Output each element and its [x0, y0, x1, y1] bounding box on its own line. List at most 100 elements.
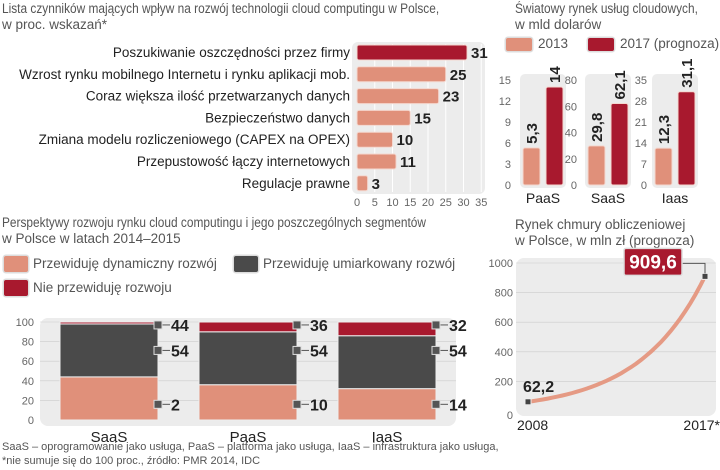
chart3-bar-segment [337, 388, 437, 421]
chart1-x-tick: 5 [372, 197, 378, 209]
chart3-value-label: 10 [310, 397, 328, 414]
chart2-y-tick: 28 [635, 96, 647, 108]
chart3-marker [153, 345, 163, 355]
chart1-value-label: 25 [450, 67, 467, 84]
chart2-bar [610, 102, 629, 186]
chart3-value-label: 2 [171, 397, 180, 414]
chart2-y-tick: 40 [565, 128, 577, 140]
chart3-marker [431, 399, 441, 409]
chart4-end-label-box [623, 247, 683, 277]
chart1-value-label: 10 [397, 132, 414, 149]
footnote-line-2: *nie sumuje się do 100 proc., źródło: PM… [2, 455, 261, 467]
chart3-marker [153, 320, 163, 330]
chart2-value-label: 5,3 [524, 123, 541, 144]
chart1-x-tick: 15 [404, 197, 416, 209]
chart3-marker [431, 345, 441, 355]
chart2-y-tick: 6 [505, 138, 511, 150]
chart3-y-tick: 100 [16, 317, 34, 329]
chart1-value-label: 3 [372, 176, 380, 193]
chart4-y-tick: 200 [495, 376, 513, 388]
chart2-y-tick: 0 [505, 180, 511, 192]
chart3-marker [292, 320, 302, 330]
legend-label-dynamic: Przewiduję dynamiczny rozwój [33, 256, 217, 271]
chart2-y-tick: 0 [571, 180, 577, 192]
chart2-y-tick: 20 [565, 154, 577, 166]
chart3-value-label: 14 [449, 397, 467, 414]
chart1-bar [356, 153, 397, 170]
chart1-subtitle: w proc. wskazań* [2, 17, 108, 32]
chart2-value-label: 14 [547, 66, 564, 83]
chart1-bar [356, 66, 447, 83]
chart1-value-label: 11 [400, 154, 416, 171]
chart3-value-label: 44 [171, 318, 189, 335]
chart2-y-tick: 21 [635, 117, 647, 129]
chart3-value-label: 36 [310, 318, 328, 335]
chart3-bar-segment [198, 384, 298, 421]
chart2-y-tick: 80 [565, 75, 577, 87]
chart2-category-label: SaaS [591, 190, 625, 206]
chart2-value-label: 31,1 [679, 58, 696, 87]
chart4-y-tick: 1000 [489, 258, 513, 270]
legend-swatch-moderate [234, 256, 258, 272]
chart1-bar [356, 88, 440, 105]
chart3-value-label: 32 [449, 318, 467, 335]
chart1-bar [356, 175, 369, 192]
chart3-y-tick: 20 [22, 395, 34, 407]
chart2-bar [677, 91, 696, 186]
chart3-value-label: 54 [171, 343, 189, 360]
legend-label-none: Nie przewiduję rozwoju [33, 280, 172, 295]
chart3-value-label: 54 [449, 343, 467, 360]
chart4-y-tick: 0 [507, 410, 513, 422]
chart1-value-label: 31 [471, 45, 488, 62]
chart1-category-label: Bezpieczeństwo danych [205, 110, 350, 125]
chart2-category-label: Iaas [662, 190, 688, 206]
chart3-y-tick: 0 [28, 415, 34, 427]
chart4-line [526, 274, 707, 404]
legend-label-moderate: Przewiduję umiarkowany rozwój [263, 256, 456, 271]
chart2-y-tick: 7 [641, 159, 647, 171]
chart2-y-tick: 60 [565, 101, 577, 113]
chart3-bar-segment [198, 331, 298, 386]
chart4-end-label: 909,6 [629, 252, 677, 273]
chart3-marker [153, 399, 163, 409]
footnote-line-1: SaaS – oprogramowanie jako usługa, PaaS … [2, 441, 499, 453]
legend-swatch-2017 [588, 38, 614, 51]
chart4-point-end [701, 272, 709, 280]
chart4-y-tick: 600 [495, 317, 513, 329]
chart1-x-tick: 35 [475, 197, 487, 209]
chart2-bar [545, 86, 564, 186]
chart1-category-label: Wzrost rynku mobilnego Internetu i rynku… [19, 67, 350, 82]
chart1-bar [356, 131, 393, 148]
chart1-value-label: 15 [414, 110, 431, 127]
chart3-title: Perspektywy rozwoju rynku cloud computin… [2, 215, 426, 230]
legend-label-2013: 2013 [538, 36, 569, 51]
chart3-bar-segment [59, 376, 159, 421]
chart3-bar-segment [59, 321, 159, 325]
chart1-bar [356, 44, 468, 61]
chart4-title: Rynek chmury obliczeniowej [515, 217, 686, 232]
chart1-category-label: Regulacje prawne [242, 176, 350, 191]
chart1-title: Lista czynników mających wpływ na rozwój… [2, 1, 440, 16]
chart3-bar-segment [337, 321, 437, 337]
chart1-x-tick: 0 [354, 197, 360, 209]
chart3-category-label: IaaS [372, 429, 403, 446]
chart1-x-tick: 30 [457, 197, 469, 209]
chart2-y-tick: 3 [505, 159, 511, 171]
chart2-y-tick: 35 [635, 75, 647, 87]
chart3-subtitle: w Polsce w latach 2014–2015 [2, 231, 181, 246]
chart3-value-label: 54 [310, 343, 328, 360]
chart3-category-label: SaaS [91, 429, 128, 446]
chart4-point-start [524, 398, 532, 406]
chart2-bar [522, 147, 541, 186]
chart4-plot-bg [516, 258, 716, 416]
chart1-category-label: Poszukiwanie oszczędności przez firmy [113, 45, 350, 60]
chart3-category-label: PaaS [230, 429, 267, 446]
chart2-value-label: 29,8 [589, 113, 606, 142]
chart3-y-tick: 40 [22, 376, 34, 388]
legend-swatch-dynamic [4, 256, 28, 272]
chart3-marker [431, 320, 441, 330]
chart2-bar [654, 147, 673, 186]
chart2-value-label: 12,3 [656, 115, 673, 144]
